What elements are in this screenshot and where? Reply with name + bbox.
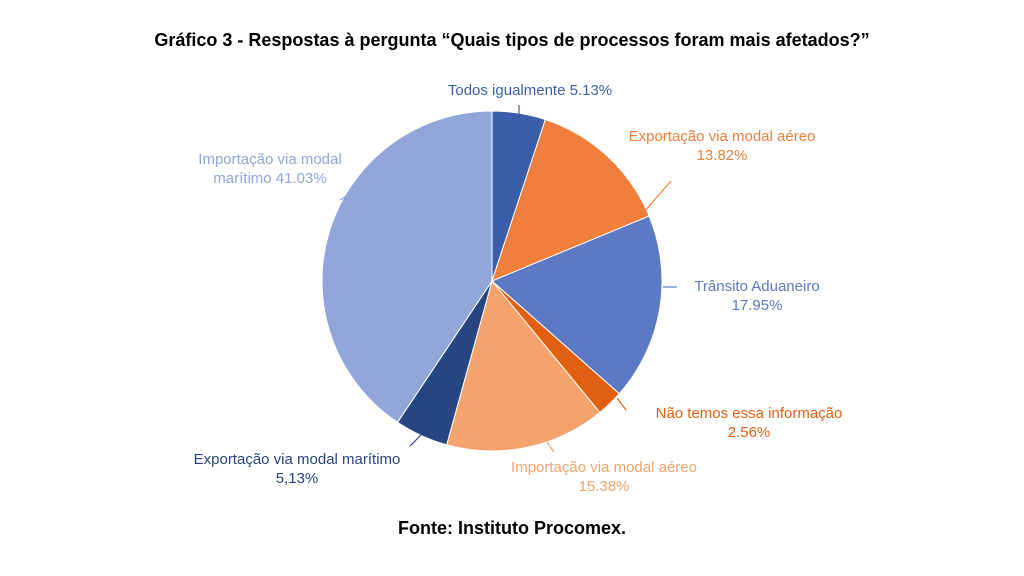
slice-label-line1: Trânsito Aduaneiro — [694, 278, 819, 295]
slice-label-3: Trânsito Aduaneiro 17.95% — [694, 278, 819, 314]
slice-label-line2: 5,13% — [276, 470, 319, 487]
leader-line-4 — [616, 397, 627, 411]
pie-slice-3 — [491, 215, 663, 395]
slice-label-line2: 2.56% — [728, 424, 771, 441]
slice-label-line2: 17.95% — [732, 297, 783, 314]
pie-slice-7 — [321, 110, 493, 424]
slice-label-4: Não temos essa informação 2.56% — [656, 405, 843, 441]
chart-source: Fonte: Instituto Procomex. — [397, 518, 626, 538]
slice-label-1: Todos igualmente 5.13% — [448, 82, 612, 99]
leader-line-5 — [546, 441, 555, 453]
slice-label-line1: Exportação via modal marítimo — [194, 451, 401, 468]
chart-title: Gráfico 3 - Respostas à pergunta “Quais … — [154, 30, 870, 50]
pie-slice-2 — [491, 118, 650, 282]
pie-slice-5 — [446, 279, 601, 452]
slice-label-line1: Todos igualmente 5.13% — [448, 82, 612, 99]
slice-label-line2: 15.38% — [579, 478, 630, 495]
slice-label-line1: Importação via modal aéreo — [511, 459, 697, 476]
leader-line-7 — [339, 194, 349, 201]
slice-label-line2: marítimo 41.03% — [213, 170, 326, 187]
leader-line-6 — [409, 432, 424, 447]
slice-label-5: Importação via modal aéreo 15.38% — [511, 459, 697, 495]
slice-label-7: Importação via modal marítimo 41.03% — [198, 151, 341, 187]
slice-label-line1: Não temos essa informação — [656, 405, 843, 422]
slice-label-line2: 13.82% — [697, 147, 748, 164]
slice-label-2: Exportação via modal aéreo 13.82% — [629, 128, 816, 164]
slice-label-6: Exportação via modal marítimo 5,13% — [194, 451, 401, 487]
slice-label-line1: Importação via modal — [198, 151, 341, 168]
leader-line-2 — [643, 180, 672, 213]
slice-label-line1: Exportação via modal aéreo — [629, 128, 816, 145]
